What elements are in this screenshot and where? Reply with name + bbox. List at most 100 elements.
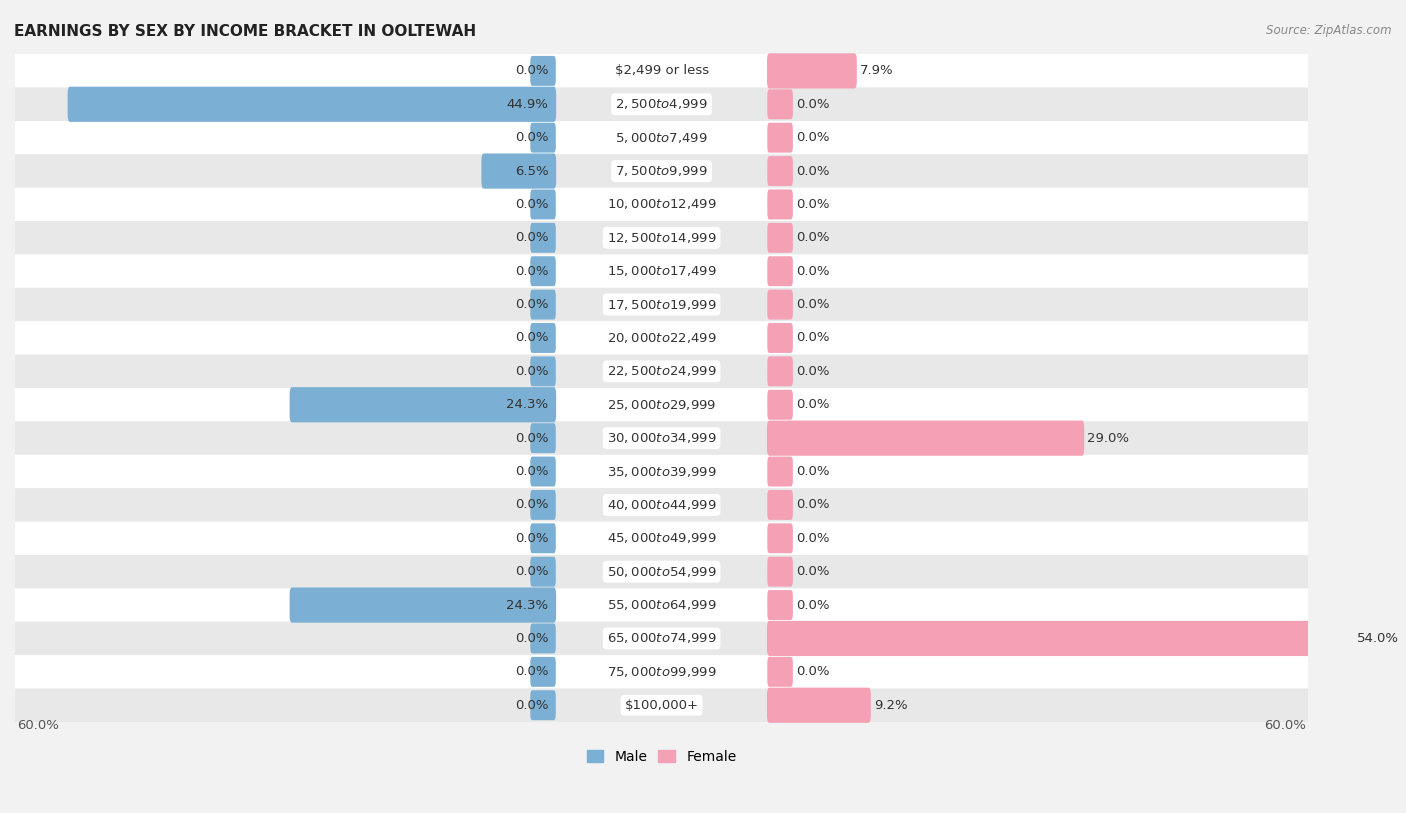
FancyBboxPatch shape [15,522,1308,555]
FancyBboxPatch shape [530,557,555,587]
FancyBboxPatch shape [530,524,555,554]
Text: 0.0%: 0.0% [515,198,548,211]
FancyBboxPatch shape [290,588,557,623]
Text: 0.0%: 0.0% [515,632,548,645]
Text: $7,500 to $9,999: $7,500 to $9,999 [616,164,709,178]
Text: 0.0%: 0.0% [796,532,830,545]
Text: $40,000 to $44,999: $40,000 to $44,999 [607,498,717,512]
Text: 6.5%: 6.5% [515,164,548,177]
FancyBboxPatch shape [530,624,555,654]
Text: 0.0%: 0.0% [515,565,548,578]
Text: 60.0%: 60.0% [1264,720,1306,733]
FancyBboxPatch shape [15,88,1308,121]
Text: 0.0%: 0.0% [515,532,548,545]
FancyBboxPatch shape [530,289,555,320]
Legend: Male, Female: Male, Female [581,744,742,769]
FancyBboxPatch shape [290,387,557,422]
FancyBboxPatch shape [15,421,1308,454]
FancyBboxPatch shape [768,54,856,89]
FancyBboxPatch shape [15,589,1308,622]
FancyBboxPatch shape [15,388,1308,421]
Text: $12,500 to $14,999: $12,500 to $14,999 [607,231,717,245]
FancyBboxPatch shape [768,323,793,353]
Text: 0.0%: 0.0% [515,332,548,345]
Text: 0.0%: 0.0% [796,164,830,177]
Text: 0.0%: 0.0% [515,298,548,311]
FancyBboxPatch shape [768,289,793,320]
FancyBboxPatch shape [15,288,1308,321]
FancyBboxPatch shape [530,56,555,86]
Text: 0.0%: 0.0% [796,465,830,478]
Text: 0.0%: 0.0% [515,465,548,478]
FancyBboxPatch shape [530,356,555,386]
Text: 0.0%: 0.0% [515,365,548,378]
FancyBboxPatch shape [15,121,1308,154]
FancyBboxPatch shape [768,621,1354,656]
Text: $65,000 to $74,999: $65,000 to $74,999 [607,632,717,646]
FancyBboxPatch shape [15,454,1308,489]
FancyBboxPatch shape [768,590,793,620]
Text: 0.0%: 0.0% [796,598,830,611]
FancyBboxPatch shape [15,54,1308,88]
Text: $20,000 to $22,499: $20,000 to $22,499 [607,331,717,345]
Text: 0.0%: 0.0% [515,698,548,711]
Text: EARNINGS BY SEX BY INCOME BRACKET IN OOLTEWAH: EARNINGS BY SEX BY INCOME BRACKET IN OOL… [14,24,477,39]
Text: 0.0%: 0.0% [515,665,548,678]
FancyBboxPatch shape [15,689,1308,722]
Text: $15,000 to $17,499: $15,000 to $17,499 [607,264,717,278]
Text: 60.0%: 60.0% [17,720,59,733]
FancyBboxPatch shape [15,321,1308,354]
Text: $5,000 to $7,499: $5,000 to $7,499 [616,131,709,145]
Text: $50,000 to $54,999: $50,000 to $54,999 [607,565,717,579]
FancyBboxPatch shape [530,457,555,486]
Text: 24.3%: 24.3% [506,398,548,411]
FancyBboxPatch shape [481,154,557,189]
Text: $17,500 to $19,999: $17,500 to $19,999 [607,298,717,311]
Text: 0.0%: 0.0% [796,198,830,211]
FancyBboxPatch shape [530,657,555,687]
FancyBboxPatch shape [768,256,793,286]
Text: $45,000 to $49,999: $45,000 to $49,999 [607,532,717,546]
FancyBboxPatch shape [768,89,793,120]
FancyBboxPatch shape [15,622,1308,655]
FancyBboxPatch shape [67,87,557,122]
Text: $2,499 or less: $2,499 or less [614,64,709,77]
Text: $10,000 to $12,499: $10,000 to $12,499 [607,198,717,211]
Text: 0.0%: 0.0% [796,131,830,144]
FancyBboxPatch shape [768,557,793,587]
FancyBboxPatch shape [530,690,555,720]
Text: $55,000 to $64,999: $55,000 to $64,999 [607,598,717,612]
FancyBboxPatch shape [768,356,793,386]
Text: $2,500 to $4,999: $2,500 to $4,999 [616,98,709,111]
Text: $100,000+: $100,000+ [624,698,699,711]
Text: 9.2%: 9.2% [875,698,907,711]
FancyBboxPatch shape [15,489,1308,522]
Text: $35,000 to $39,999: $35,000 to $39,999 [607,464,717,479]
FancyBboxPatch shape [15,354,1308,388]
Text: 0.0%: 0.0% [515,265,548,278]
FancyBboxPatch shape [768,389,793,420]
Text: 0.0%: 0.0% [796,565,830,578]
FancyBboxPatch shape [15,221,1308,254]
FancyBboxPatch shape [530,490,555,520]
Text: 0.0%: 0.0% [796,98,830,111]
Text: 0.0%: 0.0% [796,265,830,278]
FancyBboxPatch shape [530,256,555,286]
FancyBboxPatch shape [530,323,555,353]
FancyBboxPatch shape [768,688,870,723]
FancyBboxPatch shape [15,188,1308,221]
FancyBboxPatch shape [768,420,1084,456]
FancyBboxPatch shape [768,457,793,486]
Text: 0.0%: 0.0% [796,398,830,411]
FancyBboxPatch shape [15,154,1308,188]
Text: 0.0%: 0.0% [515,232,548,245]
Text: 0.0%: 0.0% [796,365,830,378]
FancyBboxPatch shape [530,123,555,153]
FancyBboxPatch shape [768,524,793,554]
Text: 0.0%: 0.0% [515,432,548,445]
FancyBboxPatch shape [768,490,793,520]
Text: 0.0%: 0.0% [515,498,548,511]
Text: 0.0%: 0.0% [796,332,830,345]
Text: Source: ZipAtlas.com: Source: ZipAtlas.com [1267,24,1392,37]
Text: 0.0%: 0.0% [515,131,548,144]
